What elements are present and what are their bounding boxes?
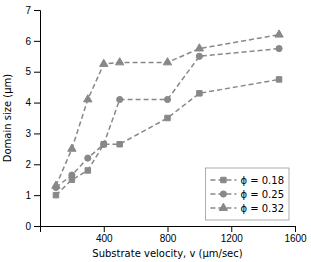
y-axis: 0 1 2 3 4 5 6 7 <box>25 5 40 232</box>
y-axis-line <box>34 11 41 227</box>
legend: ϕ = 0.18 ϕ = 0.25 ϕ = 0.32 <box>205 168 289 220</box>
tick: 1200 <box>221 226 244 244</box>
tick-mark <box>34 133 40 134</box>
tick-mark <box>34 72 40 73</box>
point <box>100 59 108 66</box>
legend-item: ϕ = 0.32 <box>210 203 284 214</box>
point <box>195 44 203 51</box>
point <box>53 192 58 197</box>
legend-item: ϕ = 0.18 <box>210 175 284 186</box>
tick-mark <box>168 226 169 232</box>
tick: 7 <box>25 5 40 16</box>
point <box>84 95 92 102</box>
point <box>163 58 171 65</box>
legend-label: ϕ = 0.32 <box>240 203 284 214</box>
tick: 6 <box>25 36 40 47</box>
tick-label: 400 <box>96 233 113 244</box>
tick: 5 <box>25 66 40 77</box>
legend-marker <box>221 177 226 182</box>
y-axis-title: Domain size (μm) <box>2 74 13 163</box>
point <box>52 181 60 188</box>
legend-item: ϕ = 0.25 <box>210 189 284 200</box>
plot: 4008001200160001234567ϕ = 0.18ϕ = 0.25ϕ … <box>25 5 307 244</box>
point <box>276 77 281 82</box>
point <box>117 96 123 102</box>
series-line <box>56 35 279 186</box>
tick: 2 <box>25 159 40 170</box>
tick: 1600 <box>284 226 307 244</box>
tick-label: 2 <box>25 159 31 170</box>
point <box>69 172 75 178</box>
legend-box <box>205 168 289 220</box>
tick-label: 800 <box>160 233 177 244</box>
tick-label: 1600 <box>284 233 307 244</box>
tick-mark <box>34 103 40 104</box>
point <box>164 96 170 102</box>
tick-mark <box>231 226 232 232</box>
tick-mark <box>34 10 40 11</box>
x-axis: 400 800 1200 1600 <box>41 226 308 244</box>
chart: 4008001200160001234567ϕ = 0.18ϕ = 0.25ϕ … <box>0 0 311 262</box>
point <box>165 115 170 120</box>
series-line <box>56 49 279 188</box>
point <box>101 141 106 146</box>
tick-mark <box>104 226 105 232</box>
x-axis-line <box>41 227 296 233</box>
legend-marker <box>220 191 226 197</box>
legend-label: ϕ = 0.18 <box>240 175 284 186</box>
tick-mark <box>34 164 40 165</box>
tick: 3 <box>25 128 40 139</box>
tick: 1 <box>25 190 40 201</box>
tick: 400 <box>96 226 113 244</box>
tick-label: 7 <box>25 5 31 16</box>
tick: 0 <box>25 221 40 232</box>
tick-label: 1 <box>25 190 31 201</box>
point <box>196 53 202 59</box>
x-axis-title: Substrate velocity, v (μm/sec) <box>92 248 242 259</box>
tick-label: 6 <box>25 36 31 47</box>
legend-label: ϕ = 0.25 <box>240 189 284 200</box>
tick: 4 <box>25 97 40 108</box>
point <box>117 141 122 146</box>
legend-marker <box>219 203 227 210</box>
point <box>276 45 282 51</box>
point <box>197 91 202 96</box>
point <box>68 144 76 151</box>
tick-label: 1200 <box>221 233 244 244</box>
tick-label: 3 <box>25 128 31 139</box>
tick-label: 4 <box>25 97 31 108</box>
point <box>85 155 91 161</box>
point <box>101 141 107 147</box>
tick-mark <box>295 226 296 232</box>
tick-mark <box>34 226 40 227</box>
tick-mark <box>34 195 40 196</box>
tick-label: 0 <box>25 221 31 232</box>
tick-mark <box>34 41 40 42</box>
tick: 800 <box>160 226 177 244</box>
point <box>275 30 283 37</box>
point <box>116 58 124 65</box>
point <box>85 168 90 173</box>
tick-label: 5 <box>25 66 31 77</box>
